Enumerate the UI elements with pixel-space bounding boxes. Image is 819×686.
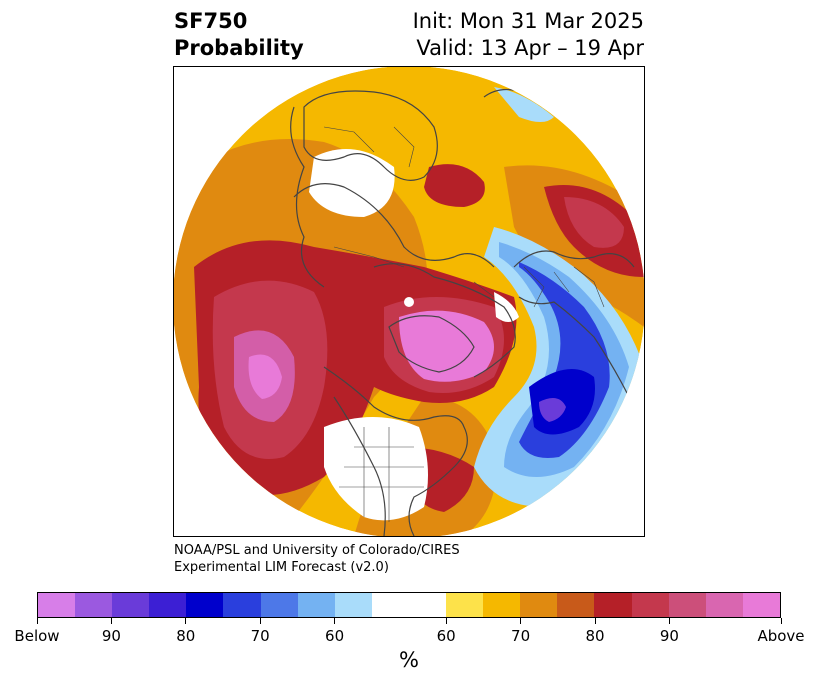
colorbar-segment	[371, 593, 409, 617]
variable-label: SF750	[174, 9, 248, 33]
colorbar-segment	[631, 593, 669, 617]
colorbar-tick	[780, 618, 782, 624]
country-borders	[323, 126, 644, 522]
anomaly-region-w4	[404, 297, 414, 307]
colorbar-segment	[297, 593, 335, 617]
chart-title-left: SF750 Probability	[174, 8, 304, 62]
colorbar-tick	[36, 618, 38, 624]
anomaly-region-w1	[309, 149, 395, 217]
colorbar-tick-label: 90	[659, 627, 679, 645]
colorbar-tick-label: 80	[176, 627, 196, 645]
anomaly-region-w2	[324, 417, 428, 521]
colorbar-segment	[112, 593, 150, 617]
colorbar-segment	[742, 593, 780, 617]
init-date: Init: Mon 31 Mar 2025	[412, 9, 644, 33]
colorbar-segment	[668, 593, 706, 617]
colorbar-tick	[594, 618, 596, 624]
colorbar-tick	[668, 618, 670, 624]
colorbar-tick	[445, 618, 447, 624]
colorbar-segment	[223, 593, 261, 617]
colorbar-segment	[186, 593, 224, 617]
colorbar-segment	[38, 593, 76, 617]
colorbar-segment	[520, 593, 558, 617]
colorbar-segment	[705, 593, 743, 617]
colorbar-tick	[259, 618, 261, 624]
colorbar-tick-label: 60	[436, 627, 456, 645]
anomaly-region-r3	[424, 164, 485, 207]
colorbar-segment	[483, 593, 521, 617]
credit-line-2: Experimental LIM Forecast (v2.0)	[174, 560, 389, 575]
probability-colorbar	[37, 592, 781, 618]
probability-field	[174, 67, 644, 536]
colorbar-tick	[185, 618, 187, 624]
anomaly-region-m2	[399, 310, 494, 382]
colorbar-segment	[260, 593, 298, 617]
valid-dates: Valid: 13 Apr – 19 Apr	[416, 36, 644, 60]
chart-title-right: Init: Mon 31 Mar 2025 Valid: 13 Apr – 19…	[413, 8, 644, 62]
anomaly-region-m3	[248, 354, 282, 399]
anomaly-region-c3	[564, 197, 624, 248]
colorbar-tick-label: 90	[101, 627, 121, 645]
colorbar-segment	[334, 593, 372, 617]
colorbar-tick-label: Above	[757, 627, 805, 645]
colorbar-unit-label: %	[399, 648, 419, 672]
colorbar-segment	[446, 593, 484, 617]
anomaly-region-b5	[539, 398, 566, 422]
colorbar-segment	[408, 593, 447, 617]
product-label: Probability	[174, 36, 304, 60]
colorbar-tick-label: 70	[250, 627, 270, 645]
colorbar-segment	[594, 593, 632, 617]
colorbar-tick-label: 60	[325, 627, 345, 645]
colorbar-tick	[110, 618, 112, 624]
anomaly-region-lb1	[494, 87, 554, 122]
colorbar-segment	[557, 593, 595, 617]
map-svg	[174, 67, 644, 536]
credit-line-1: NOAA/PSL and University of Colorado/CIRE…	[174, 543, 460, 558]
colorbar-segment	[149, 593, 187, 617]
polar-map	[173, 66, 645, 537]
colorbar-tick	[334, 618, 336, 624]
colorbar-tick-label: Below	[14, 627, 60, 645]
colorbar-tick	[520, 618, 522, 624]
colorbar-tick-label: 70	[511, 627, 531, 645]
anomaly-region-w3	[494, 292, 519, 322]
colorbar-segment	[75, 593, 113, 617]
colorbar-tick-label: 80	[585, 627, 605, 645]
credit-text: NOAA/PSL and University of Colorado/CIRE…	[174, 542, 460, 576]
